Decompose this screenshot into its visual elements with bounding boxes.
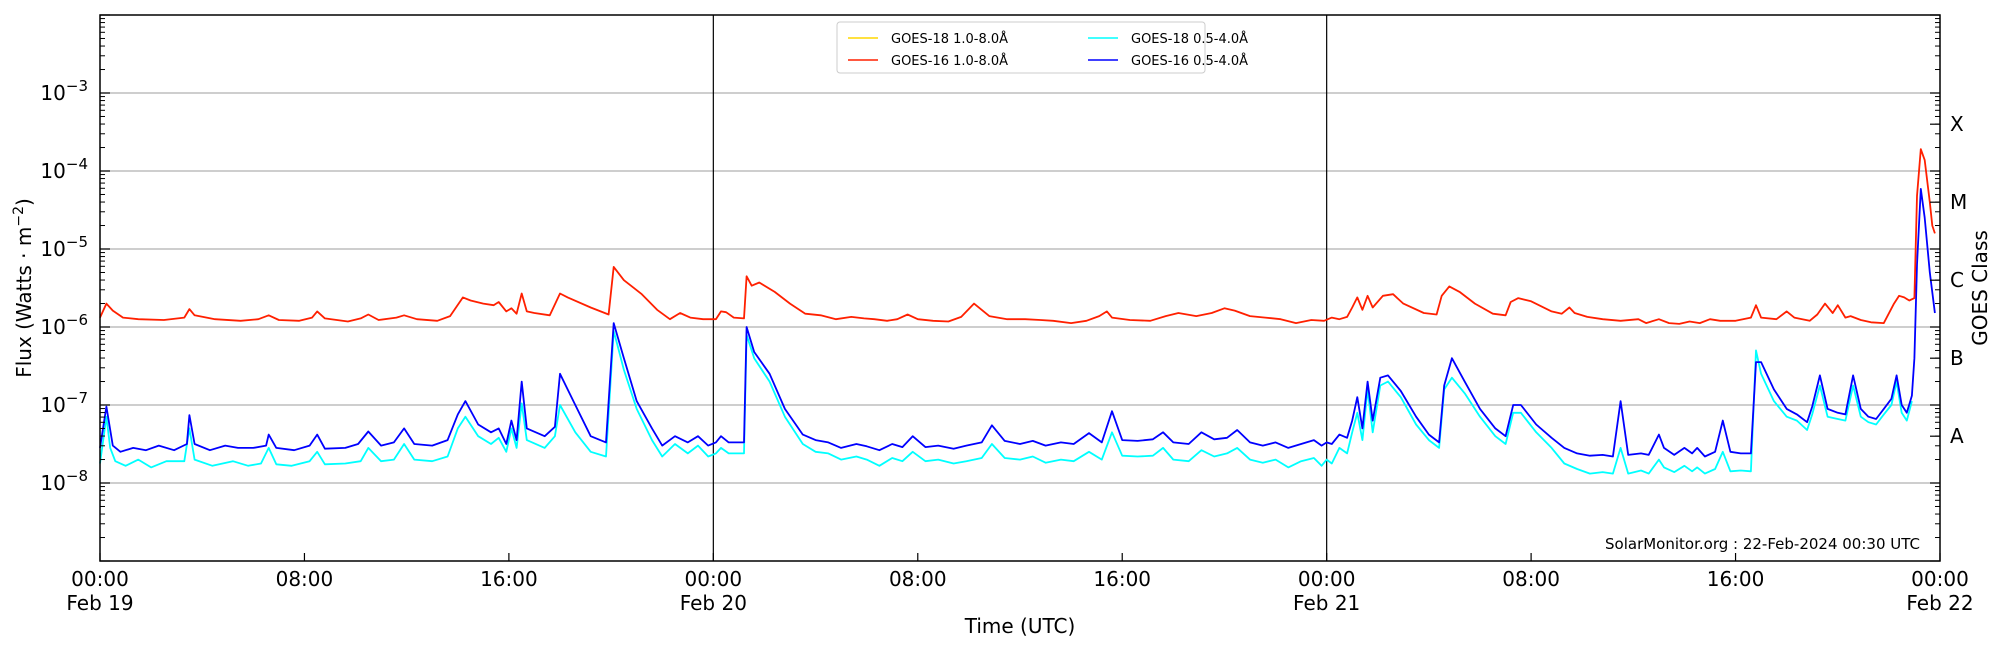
right-axis-title: GOES Class (1968, 230, 1992, 346)
x-tick-time: 00:00 (685, 567, 743, 591)
x-axis-title: Time (UTC) (964, 614, 1076, 638)
legend-label: GOES-18 1.0-8.0Å (891, 31, 1008, 47)
data-series (99, 148, 1936, 475)
x-tick-date: Feb 19 (66, 591, 133, 615)
y-tick-label: 10−6 (40, 311, 88, 339)
y-axis-title: Flux (Watts · m−2) (11, 198, 36, 378)
x-tick-date: Feb 20 (680, 591, 747, 615)
y-tick-label: 10−5 (40, 233, 88, 261)
x-tick-time: 08:00 (889, 567, 947, 591)
plot-frame (99, 14, 1941, 562)
series-line (99, 148, 1936, 325)
legend-label: GOES-16 0.5-4.0Å (1131, 53, 1248, 69)
goes-class-X: X (1950, 112, 1964, 136)
x-tick-date: Feb 21 (1293, 591, 1360, 615)
legend-label: GOES-16 1.0-8.0Å (891, 53, 1008, 69)
y-tick-label: 10−7 (40, 389, 88, 417)
y-tick-label: 10−4 (40, 155, 88, 183)
x-tick-time: 00:00 (1298, 567, 1356, 591)
y-tick-label: 10−8 (40, 467, 88, 495)
x-tick-time: 16:00 (480, 567, 538, 591)
goes-class-M: M (1950, 190, 1967, 214)
legend: GOES-18 1.0-8.0Å GOES-18 0.5-4.0Å GOES-16 … (836, 21, 1248, 74)
day-boundary-lines (712, 15, 1328, 561)
watermark-annotation: SolarMonitor.org : 22-Feb-2024 00:30 UTC (1605, 535, 1920, 553)
x-tick-time: 00:00 (1911, 567, 1969, 591)
y-axis-ticks: 10−3 10−4 10−5 10−6 10−7 10−8 (40, 14, 1940, 562)
x-tick-time: 00:00 (71, 567, 129, 591)
y-tick-label: 10−3 (40, 77, 88, 105)
series-line (99, 329, 1913, 475)
legend-label: GOES-18 0.5-4.0Å (1131, 31, 1248, 47)
goes-class-labels: X M C B A (1930, 112, 1967, 448)
series-line (99, 187, 1936, 458)
goes-class-A: A (1950, 424, 1964, 448)
goes-class-B: B (1950, 346, 1964, 370)
x-tick-date: Feb 22 (1906, 591, 1973, 615)
goes-class-C: C (1950, 268, 1964, 292)
x-tick-time: 16:00 (1707, 567, 1765, 591)
x-tick-time: 16:00 (1093, 567, 1151, 591)
x-tick-time: 08:00 (276, 567, 334, 591)
horizontal-gridlines (100, 92, 1940, 484)
x-tick-time: 08:00 (1502, 567, 1560, 591)
